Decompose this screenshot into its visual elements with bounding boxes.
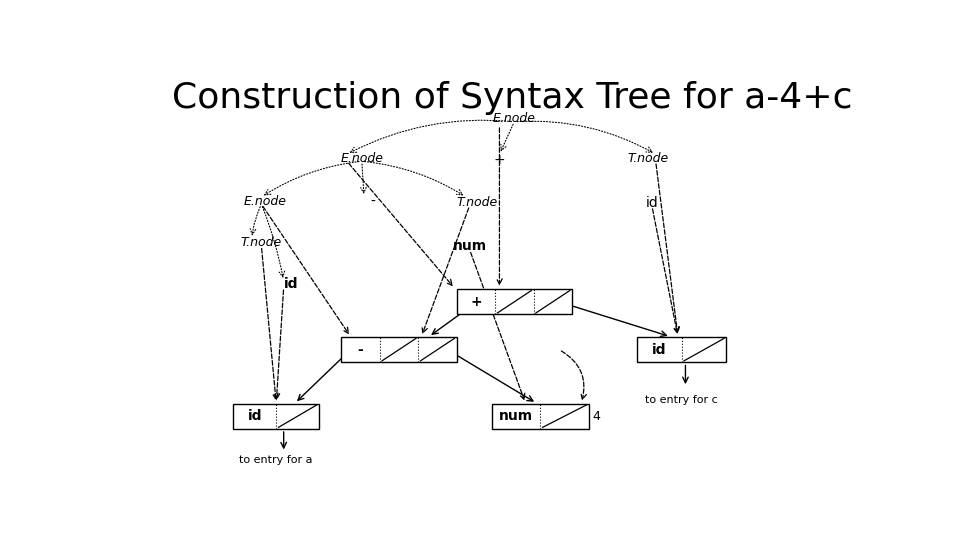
Text: to entry for a: to entry for a [239,455,313,465]
Bar [457,289,572,314]
Text: -: - [358,342,364,356]
Text: T.node: T.node [241,237,282,249]
Text: -: - [371,195,375,209]
Text: Construction of Syntax Tree for a-4+c: Construction of Syntax Tree for a-4+c [172,82,852,116]
Text: num: num [499,409,533,423]
Text: 4: 4 [592,410,600,423]
Bar [233,404,319,429]
Text: T.node: T.node [457,195,497,208]
Text: id: id [284,277,299,291]
Text: E.node: E.node [244,195,287,208]
Bar [342,337,457,362]
Text: id: id [645,196,659,210]
Bar [637,337,727,362]
Text: id: id [248,409,262,423]
Text: E.node: E.node [340,152,383,165]
Text: E.node: E.node [492,112,536,125]
Text: +: + [493,153,505,167]
Text: +: + [470,295,482,309]
Text: num: num [452,239,487,253]
Text: id: id [652,342,666,356]
Bar [492,404,588,429]
Text: T.node: T.node [628,152,669,165]
Text: to entry for c: to entry for c [645,395,718,406]
